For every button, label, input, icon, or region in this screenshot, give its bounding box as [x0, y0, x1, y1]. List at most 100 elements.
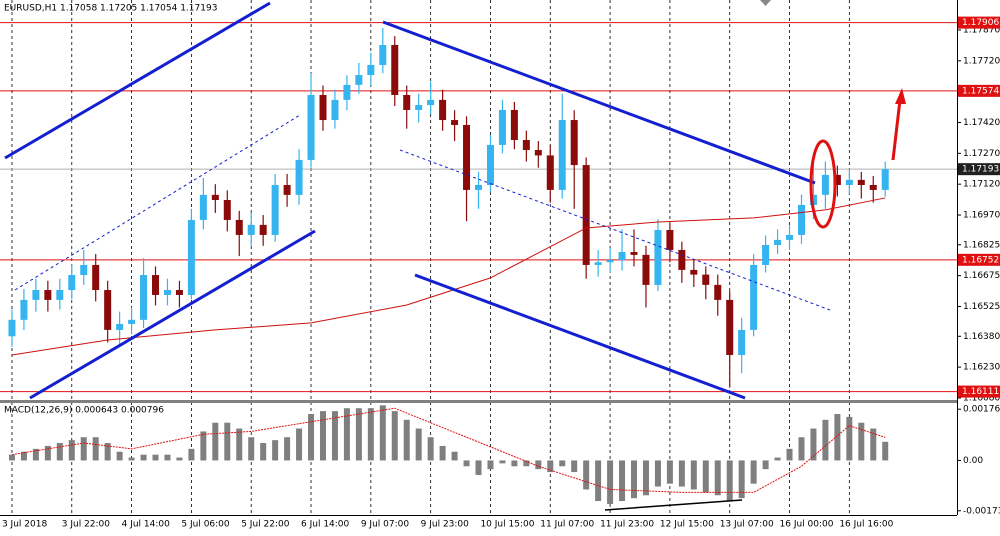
candle-body [475, 184, 482, 190]
macd-bar [8, 454, 15, 461]
candle-body [128, 319, 136, 324]
trend-line [414, 273, 746, 400]
x-tick-label: 9 Jul 23:00 [421, 520, 470, 530]
macd-bar [391, 411, 398, 461]
level-label-box [958, 385, 1000, 398]
candle-body [175, 290, 183, 295]
candle-body [235, 219, 243, 235]
y-tick-label: 1.16825 [963, 240, 1000, 250]
level-label: 1.16111 [962, 387, 999, 397]
x-tick-label: 3 Jul 22:00 [62, 520, 111, 530]
indicator-title: MACD(12,26,9) 0.000643 0.000796 [4, 406, 164, 416]
candle-body [187, 219, 195, 295]
candle-body [343, 84, 351, 100]
macd-bar [80, 437, 87, 461]
macd-bar [678, 460, 685, 487]
candle-body [690, 269, 698, 275]
current-price-box [958, 163, 1000, 176]
candle-body [594, 262, 602, 265]
candle-body [534, 150, 542, 156]
y-tick-label: 1.17870 [963, 26, 1000, 36]
y-tick-label: 0.00 [963, 456, 983, 466]
macd-bar [571, 460, 578, 473]
macd-bar [846, 416, 853, 461]
macd-bar [284, 437, 291, 461]
macd-bar [619, 460, 626, 502]
candle-body [774, 239, 782, 246]
x-tick-label: 4 Jul 14:00 [122, 520, 171, 530]
y-tick-label: 0.001766 [963, 405, 1000, 415]
x-tick-label: 11 Jul 07:00 [540, 520, 594, 530]
x-tick-label: 11 Jul 23:00 [600, 520, 654, 530]
candle-body [762, 245, 770, 265]
macd-bar [379, 405, 386, 461]
candle-body [654, 230, 662, 285]
candle-body [630, 252, 638, 255]
candle-body [570, 120, 578, 166]
candle-body [546, 155, 554, 190]
macd-bar [786, 448, 793, 461]
macd-bar [116, 451, 123, 461]
candle-body [8, 319, 16, 337]
marks [0, 22, 957, 504]
signal-line [11, 407, 886, 493]
candle-body [809, 194, 817, 205]
candle-body [199, 194, 207, 220]
macd-bar [882, 441, 889, 461]
macd-bar [870, 428, 877, 461]
candle-body [163, 290, 171, 295]
macd-bar [607, 460, 614, 504]
candle-body [379, 45, 387, 65]
candle-body [833, 174, 841, 185]
candle-body [881, 169, 889, 190]
candle-body [295, 159, 303, 195]
macd-bar [595, 460, 602, 502]
candle-body [606, 260, 614, 263]
macd-bar [427, 437, 434, 461]
arrow-head [895, 88, 906, 104]
y-tick-label: 1.16525 [963, 302, 1000, 312]
candle-body [666, 230, 674, 250]
candle-body [618, 252, 626, 261]
candle-body [510, 109, 518, 140]
candle-body [32, 290, 40, 300]
trend-line [399, 149, 831, 311]
candle-body [92, 264, 100, 291]
level-label-box [958, 253, 1000, 266]
x-tick-label: 16 Jul 16:00 [839, 520, 893, 530]
candle-body [271, 184, 279, 235]
level-label-box [958, 16, 1000, 29]
macd-bar [260, 443, 267, 461]
y-tick-label: 1.17420 [963, 118, 1000, 128]
x-tick-label: 6 Jul 14:00 [301, 520, 350, 530]
candle-body [642, 254, 650, 285]
macd-bar [128, 457, 135, 461]
level-label: 1.16752 [962, 255, 999, 265]
candle-body [582, 165, 590, 265]
macd-bar [224, 422, 231, 461]
x-tick-label: 5 Jul 06:00 [181, 520, 230, 530]
macd-bar [523, 460, 530, 467]
x-tick-label: 13 Jul 07:00 [720, 520, 774, 530]
candle-body [56, 290, 64, 300]
macd-bar [403, 419, 410, 461]
candle-body [259, 224, 267, 235]
candle-body [678, 249, 686, 270]
y-tick-label: -0.001734 [963, 506, 1000, 516]
macd-bar [762, 460, 769, 470]
macd-bar [810, 428, 817, 461]
macd-bar [68, 440, 75, 461]
candle-body [211, 194, 219, 200]
level-label: 1.17574 [962, 86, 999, 96]
macd-bar [798, 437, 805, 461]
macd-bar [367, 408, 374, 461]
candle-body [367, 64, 375, 76]
x-tick-label: 12 Jul 15:00 [660, 520, 714, 530]
macd-bar [343, 408, 350, 461]
candle-body [797, 204, 805, 235]
macd-bar [439, 445, 446, 461]
drawn-objects [4, 0, 906, 511]
candle-body [223, 200, 231, 220]
macd-bar [463, 460, 470, 467]
